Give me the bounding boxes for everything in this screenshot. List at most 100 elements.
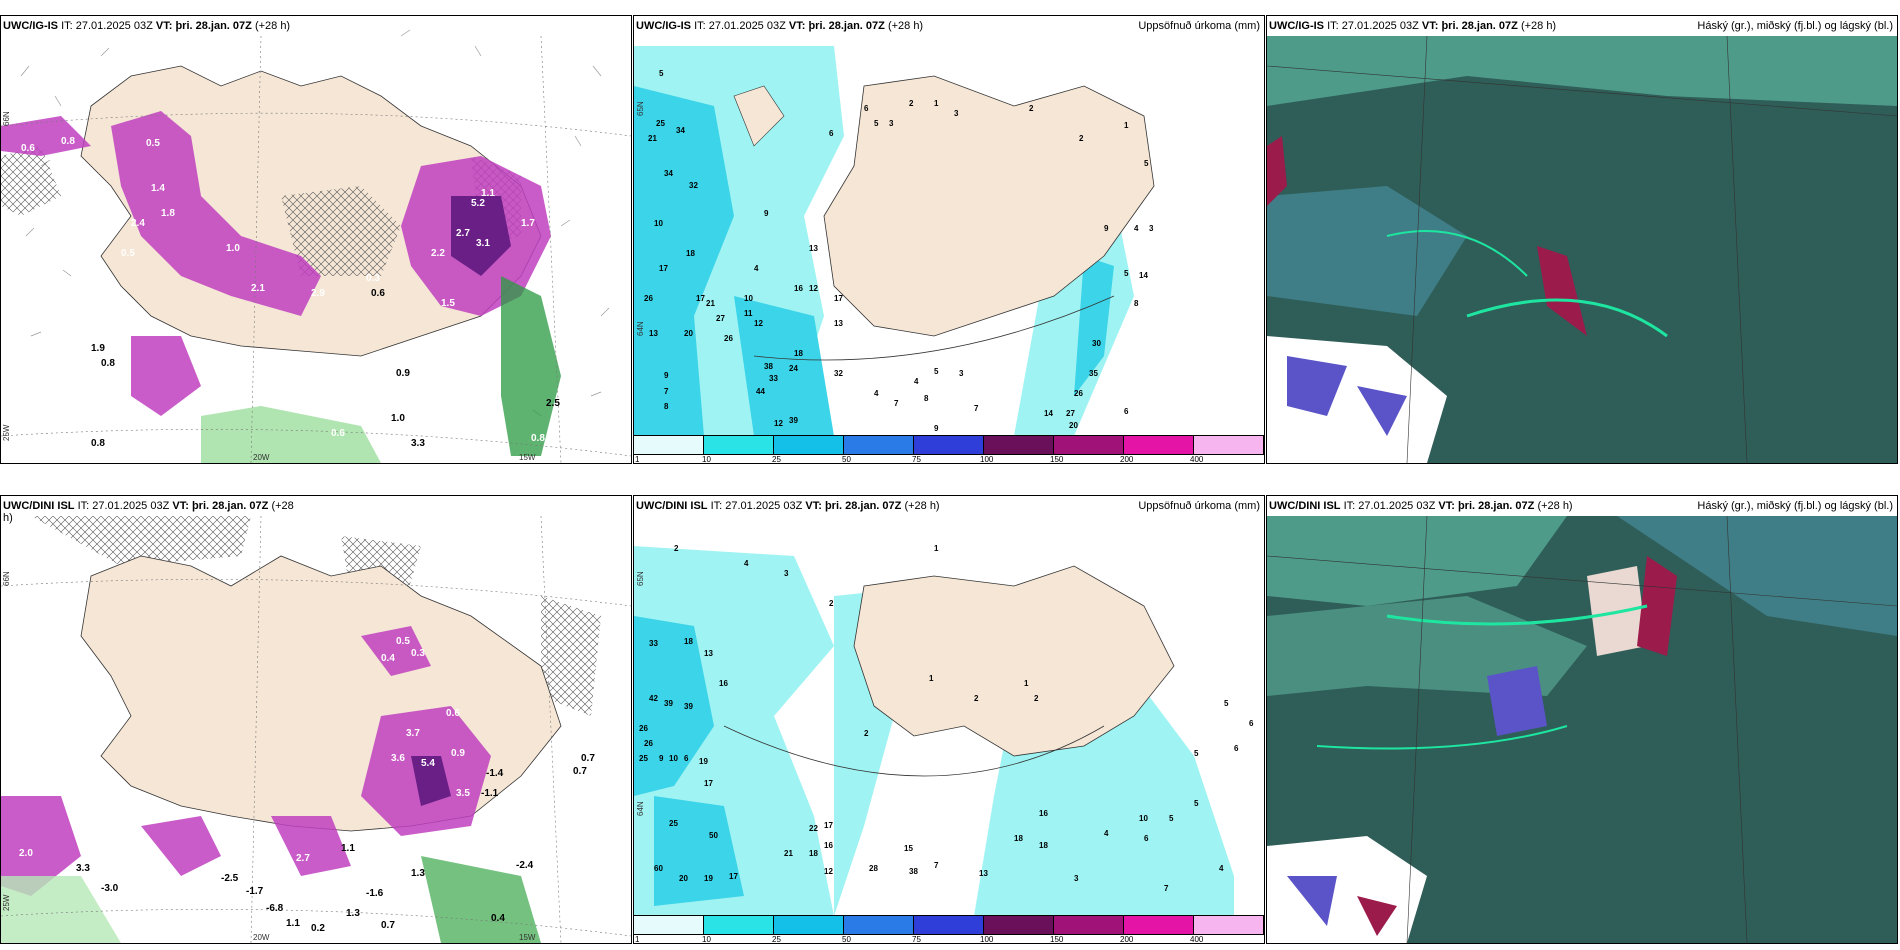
value-label: 2 [1079,134,1084,143]
value-label: 18 [809,849,818,858]
legend-tick: 50 [842,935,851,944]
value-label: 10 [654,219,663,228]
value-label: 50 [709,831,718,840]
legend-tick: 400 [1190,455,1204,464]
value-label: 3.1 [476,238,490,249]
value-label: 26 [724,334,733,343]
lon-label: 20W [253,453,270,462]
map-canvas [1267,16,1897,463]
value-label: 13 [649,329,658,338]
panel-ig-is-clouds: UWC/IG-IS IT: 27.01.2025 03Z VT: þri. 28… [1266,15,1898,464]
value-label: 21 [648,134,657,143]
value-label: 5 [1124,269,1129,278]
value-label: 21 [706,299,715,308]
value-label: 3.3 [76,863,90,874]
precip-labels: 2 4 3 2 1 33 18 13 16 42 39 39 26 26 25 … [639,544,1254,893]
value-label: 1.0 [391,413,405,424]
value-label: 7 [664,387,669,396]
panel-title: Uppsöfnuð úrkoma (mm) [1138,500,1260,512]
value-label: 2.7 [296,853,310,864]
value-label: 1 [1124,121,1129,130]
value-label: 9 [664,371,669,380]
panel-header: UWC/DINI ISL IT: 27.01.2025 03Z VT: þri.… [3,500,294,524]
value-label: 9 [764,209,769,218]
legend-tick: 200 [1120,455,1134,464]
value-label: 12 [754,319,763,328]
value-label: 25 [656,119,665,128]
value-label: 7 [894,399,899,408]
value-label: 1.7 [521,218,535,229]
value-label: 0.9 [396,368,410,379]
value-label: 0.6 [331,428,345,439]
legend-swatch [774,436,844,454]
legend-swatch [914,916,984,934]
value-label: 0.5 [121,248,135,259]
value-label: 0.5 [146,138,160,149]
value-label: 13 [809,244,818,253]
legend-tick: 100 [980,455,994,464]
value-label: 18 [684,637,693,646]
value-label: 1.0 [226,243,240,254]
value-label: 5 [874,119,879,128]
legend-swatch [1124,436,1194,454]
model-name: UWC/IG-IS [1269,20,1324,32]
value-label: 20 [679,874,688,883]
legend-tick: 10 [702,455,711,464]
legend-tick: 50 [842,455,851,464]
value-label: 4 [744,559,749,568]
panel-title: Háský (gr.), miðský (fj.bl.) og lágský (… [1697,20,1893,32]
value-label: 0.6 [371,288,385,299]
legend-colorbar [634,435,1264,455]
value-label: 18 [1014,834,1023,843]
value-label: 3 [1149,224,1154,233]
value-label: 4 [1104,829,1109,838]
value-label: 20 [1069,421,1078,430]
legend-swatch [634,436,704,454]
value-label: 2.7 [456,228,470,239]
value-label: 17 [729,872,738,881]
value-label: -2.4 [516,860,534,871]
lat-label: 25W [2,894,11,911]
value-label: 6 [864,104,869,113]
value-label: 1.3 [346,908,360,919]
legend-swatch [634,916,704,934]
value-label: 5 [1194,749,1199,758]
value-label: 9 [659,754,664,763]
value-label: -1.1 [481,788,499,799]
lat-label: 64N [636,321,645,336]
legend-swatch [1054,916,1124,934]
value-label: 5 [1144,159,1149,168]
value-label: 10 [669,754,678,763]
value-label: 10 [744,294,753,303]
value-label: 3.7 [406,728,420,739]
value-label: 2.2 [431,248,445,259]
value-label: 21 [784,849,793,858]
value-label: 28 [869,864,878,873]
value-label: -1.6 [366,888,384,899]
value-label: 3 [889,119,894,128]
value-label: 5.2 [471,198,485,209]
value-label: 5 [659,69,664,78]
panel-header: UWC/IG-IS IT: 27.01.2025 03Z VT: þri. 28… [1267,16,1897,36]
value-label: 60 [654,864,663,873]
value-label: 6 [1144,834,1149,843]
value-label: 2 [909,99,914,108]
temperature-labels: 0.5 0.4 0.3 0.6 3.7 3.6 5.4 0.9 3.5 -1.4… [19,636,595,934]
value-label: 33 [769,374,778,383]
value-label: 1.1 [481,188,495,199]
value-label: -2.5 [221,873,239,884]
value-label: 8 [664,402,669,411]
value-label: 8 [924,394,929,403]
value-label: 6 [1234,744,1239,753]
value-label: 39 [664,699,673,708]
value-label: 19 [704,874,713,883]
precip-legend: 1 10 25 50 75 100 150 200 400 [634,915,1264,943]
value-label: 6 [829,129,834,138]
value-label: 1.3 [411,868,425,879]
value-label: 38 [909,867,918,876]
value-label: 39 [684,702,693,711]
legend-tick: 100 [980,935,994,944]
value-label: 9 [1104,224,1109,233]
value-label: 32 [834,369,843,378]
value-label: 0.7 [381,920,395,931]
